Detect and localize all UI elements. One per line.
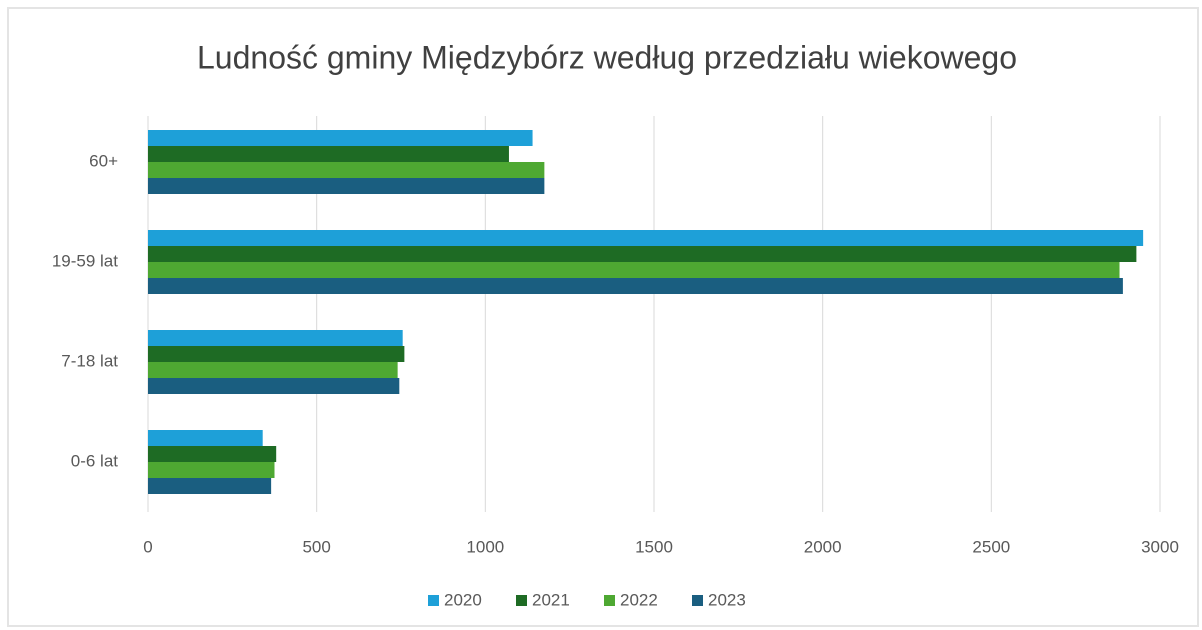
legend-label: 2023 [708, 590, 746, 609]
bar [148, 162, 545, 178]
legend-label: 2022 [620, 590, 658, 609]
y-tick-label: 60+ [89, 151, 118, 170]
chart-frame [7, 7, 1199, 627]
bar [148, 178, 545, 194]
bar [148, 278, 1123, 294]
bar [148, 146, 509, 162]
bar [148, 330, 403, 346]
y-tick-label: 7-18 lat [61, 351, 118, 370]
x-tick-label: 500 [302, 537, 330, 556]
legend-label: 2021 [532, 590, 570, 609]
x-tick-label: 2500 [972, 537, 1010, 556]
bar [148, 130, 533, 146]
bar [148, 378, 400, 394]
bar [148, 346, 405, 362]
bar [148, 230, 1144, 246]
legend-swatch [516, 595, 527, 606]
legend-swatch [692, 595, 703, 606]
bar [148, 362, 398, 378]
legend-label: 2020 [444, 590, 482, 609]
x-tick-label: 3000 [1141, 537, 1179, 556]
x-tick-label: 0 [143, 537, 152, 556]
bar [148, 462, 275, 478]
bar [148, 446, 277, 462]
bar [148, 430, 263, 446]
x-tick-label: 1000 [466, 537, 504, 556]
y-tick-label: 0-6 lat [71, 451, 119, 470]
x-tick-label: 1500 [635, 537, 673, 556]
legend-swatch [428, 595, 439, 606]
bar [148, 478, 272, 494]
chart-title: Ludność gminy Międzybórz według przedzia… [197, 39, 1017, 75]
x-tick-label: 2000 [804, 537, 842, 556]
y-tick-label: 19-59 lat [52, 251, 118, 270]
legend-swatch [604, 595, 615, 606]
bar [148, 246, 1137, 262]
bar [148, 262, 1120, 278]
